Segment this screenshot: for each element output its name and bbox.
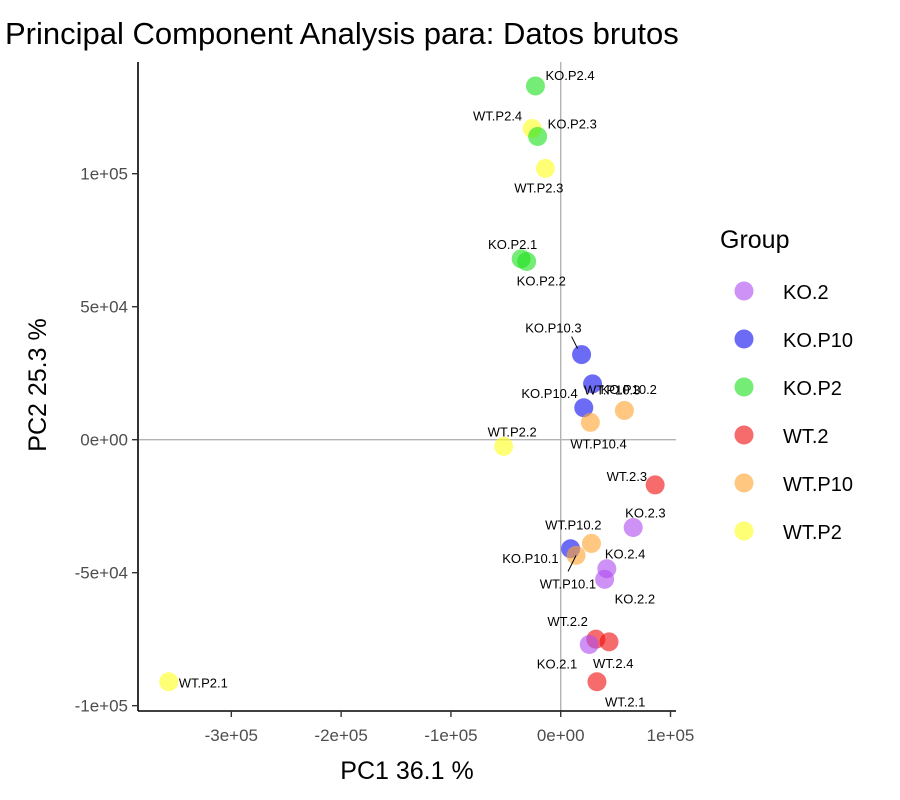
y-tick-label: -5e+04 (75, 564, 128, 583)
point-label: WT.2.1 (605, 695, 645, 710)
point-label: KO.P2.1 (488, 237, 537, 252)
point-label: WT.P2.1 (179, 676, 228, 691)
legend-title: Group (720, 226, 789, 254)
x-tick-label: -2e+05 (314, 726, 367, 745)
point-label: WT.2.4 (593, 656, 633, 671)
data-point (599, 632, 619, 652)
legend-key (734, 473, 754, 493)
label-connector (571, 336, 579, 349)
legend-label: KO.P10 (783, 330, 853, 352)
legend-key (734, 377, 754, 397)
legend-label: KO.2 (783, 282, 829, 304)
x-axis-title: PC1 36.1 % (340, 757, 473, 785)
data-point (614, 400, 634, 420)
point-label: WT.P10.4 (570, 436, 626, 451)
point-label: WT.P10.3 (584, 382, 640, 397)
point-label: KO.2.1 (537, 657, 577, 672)
data-point (579, 635, 599, 655)
data-point (581, 533, 601, 553)
y-tick-label: 1e+05 (80, 165, 128, 184)
legend: Group KO.2 KO.P10 KO.P2 WT.2 WT.P10 WT.P2 (720, 226, 853, 544)
point-label: KO.P10.2 (601, 382, 657, 397)
data-point (494, 436, 514, 456)
point-label: KO.2.4 (605, 547, 645, 562)
data-point (595, 569, 615, 589)
legend-label: WT.P2 (783, 522, 842, 544)
point-label: KO.P10.1 (502, 551, 558, 566)
point-label: WT.P2.4 (473, 108, 522, 123)
data-point (159, 672, 179, 692)
data-point (583, 374, 603, 394)
data-point (517, 251, 537, 271)
legend-key (734, 281, 754, 301)
data-point (587, 672, 607, 692)
y-axis-title: PC2 25.3 % (24, 318, 52, 451)
chart-title: Principal Component Analysis para: Datos… (5, 16, 679, 51)
data-point (572, 345, 592, 365)
x-tick-label: -1e+05 (424, 726, 477, 745)
point-label: WT.P2.3 (514, 180, 563, 195)
point-label: WT.P10.2 (545, 517, 601, 532)
data-point (535, 158, 555, 178)
point-label: WT.2.3 (607, 469, 647, 484)
x-tick-label: 1e+05 (647, 726, 695, 745)
y-tick-label: 0e+00 (80, 431, 128, 450)
legend-label: WT.P10 (783, 474, 853, 496)
point-label: KO.2.3 (625, 505, 665, 520)
plot-area: -3e+05 -2e+05 -1e+05 0e+00 1e+05 -1e+05 -5e+04… (75, 62, 695, 745)
point-label: WT.P2.2 (488, 424, 537, 439)
data-point (574, 398, 594, 418)
legend-key (734, 425, 754, 445)
data-point (528, 126, 548, 146)
point-label: KO.P10.3 (525, 321, 581, 336)
data-point (623, 517, 643, 537)
legend-label: WT.2 (783, 426, 829, 448)
x-tick-label: -3e+05 (205, 726, 258, 745)
y-tick-label: -1e+05 (75, 697, 128, 716)
y-tick-label: 5e+04 (80, 298, 128, 317)
label-connector (567, 555, 577, 572)
legend-label: KO.P2 (783, 378, 842, 400)
legend-key (734, 329, 754, 349)
point-label: KO.P2.3 (548, 116, 597, 131)
point-label: KO.P10.4 (521, 386, 577, 401)
point-label: KO.P2.2 (517, 273, 566, 288)
point-label: WT.P10.1 (540, 576, 596, 591)
data-point (525, 76, 545, 96)
data-point (645, 475, 665, 495)
legend-key (734, 521, 754, 541)
point-label: KO.P2.4 (545, 68, 594, 83)
point-label: WT.2.2 (547, 614, 587, 629)
point-label: KO.2.2 (615, 591, 655, 606)
x-tick-label: 0e+00 (537, 726, 585, 745)
data-point (580, 412, 600, 432)
